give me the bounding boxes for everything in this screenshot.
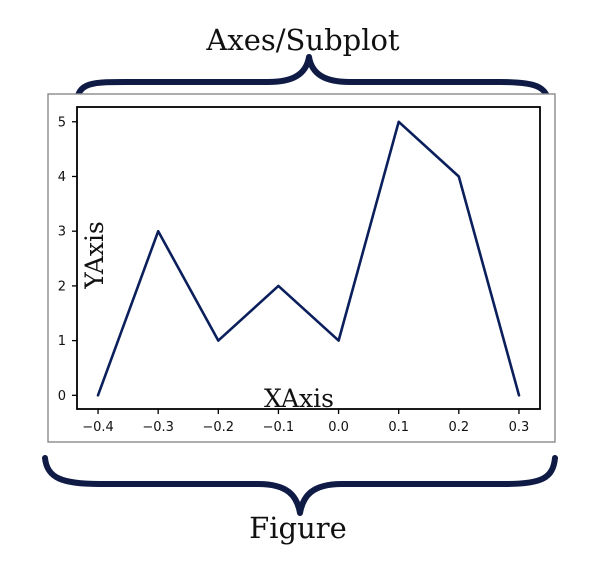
axes-subplot-label: Axes/Subplot xyxy=(205,23,400,57)
x-axis-ticks: −0.4 −0.3 −0.2 −0.1 0.0 0.1 0.2 0.3 xyxy=(82,409,529,435)
x-tick-label: −0.3 xyxy=(142,420,174,435)
x-tick-label: −0.4 xyxy=(82,420,114,435)
y-tick-label: 3 xyxy=(58,225,66,240)
y-axis-ticks: 0 1 2 3 4 5 xyxy=(58,115,77,404)
x-tick-label: −0.1 xyxy=(263,420,295,435)
x-tick-label: 0.0 xyxy=(328,420,349,435)
x-tick-label: −0.2 xyxy=(203,420,235,435)
axes-box xyxy=(76,106,541,410)
axes-brace xyxy=(74,54,552,107)
y-tick-label: 5 xyxy=(58,115,66,130)
x-tick-label: 0.2 xyxy=(448,420,469,435)
y-tick-label: 1 xyxy=(58,334,66,349)
y-tick-label: 0 xyxy=(58,389,66,404)
series-line xyxy=(96,120,521,397)
plot-series xyxy=(96,120,521,397)
figure-label: Figure xyxy=(249,511,347,545)
x-axis-label: XAxis xyxy=(264,384,334,413)
x-tick-label: 0.3 xyxy=(509,420,530,435)
y-tick-label: 2 xyxy=(58,279,66,294)
x-tick-label: 0.1 xyxy=(388,420,409,435)
y-axis-label: YAxis xyxy=(80,221,109,290)
figure-frame xyxy=(47,93,556,443)
y-tick-label: 4 xyxy=(58,170,66,185)
figure-brace xyxy=(42,455,558,516)
